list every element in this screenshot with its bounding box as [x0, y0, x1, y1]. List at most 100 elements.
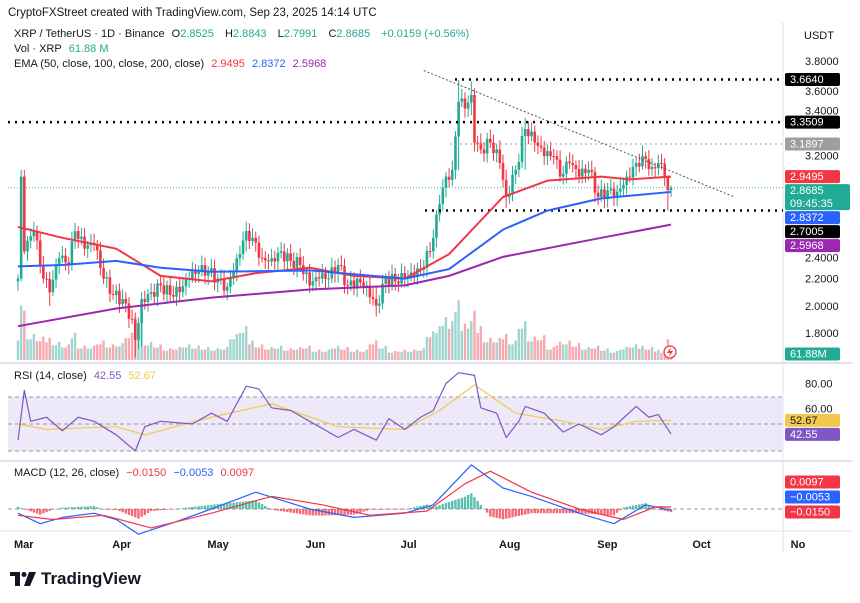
candle-body [260, 257, 264, 259]
volume-bar [203, 349, 207, 360]
price-badge-bg [785, 184, 850, 211]
candle-body [374, 299, 378, 306]
price-badge-countdown: 09:45:35 [790, 198, 833, 210]
candle-body [225, 286, 229, 291]
macd-histogram-bar [432, 507, 435, 509]
time-tick-label: Jun [306, 539, 326, 551]
volume-bar [333, 348, 337, 360]
macd-legend[interactable]: MACD (12, 26, close) −0.0150 −0.0053 0.0… [14, 467, 258, 479]
volume-bar [111, 344, 115, 360]
time-tick-label: Apr [112, 539, 132, 551]
macd-histogram-bar [51, 509, 55, 510]
candle-body [444, 176, 448, 189]
volume-badge-bg [785, 347, 840, 361]
candle-body [289, 253, 292, 261]
candle-body [244, 231, 248, 241]
volume-bar [527, 341, 530, 360]
candle-body [438, 203, 441, 215]
volume-bar [422, 348, 425, 360]
volume-bar [438, 326, 441, 360]
macd-histogram-bar [105, 509, 108, 510]
candle-body [210, 268, 213, 272]
candle-body [622, 184, 625, 189]
volume-bar [400, 351, 403, 360]
volume-bar [191, 348, 194, 360]
candle-body [292, 260, 296, 268]
candle-body [276, 252, 280, 262]
candle-body [32, 231, 36, 237]
macd-histogram-bar [149, 509, 153, 512]
volume-bar [89, 348, 93, 360]
macd-histogram-bar [191, 507, 194, 509]
volume-bar [77, 348, 80, 360]
candle-body [574, 165, 578, 170]
volume-bar [368, 344, 372, 360]
volume-label: Vol · XRP [14, 43, 62, 55]
volume-bar [317, 349, 321, 360]
candle-body [561, 173, 565, 177]
macd-histogram-bar [394, 509, 397, 510]
candle-body [130, 318, 134, 320]
candle-body [634, 163, 638, 167]
volume-bar [108, 347, 112, 360]
candle-body [384, 278, 388, 284]
volume-bar [470, 321, 473, 360]
macd-histogram-bar [19, 508, 23, 509]
macd-histogram-bar [153, 509, 156, 511]
volume-bar [485, 342, 489, 360]
volume-legend[interactable]: Vol · XRP 61.88 M [14, 43, 113, 55]
macd-histogram-bar [397, 509, 400, 510]
candle-body [124, 299, 128, 304]
candle-body [504, 179, 508, 197]
volume-bar [324, 351, 327, 360]
currency-unit[interactable]: USDT [804, 30, 834, 42]
macd-histogram-bar [264, 505, 267, 509]
candle-body [263, 258, 267, 261]
macd-histogram-bar [473, 497, 476, 509]
macd-histogram-bar [311, 509, 315, 516]
volume-bar [644, 349, 647, 360]
time-tick-label: May [207, 539, 229, 551]
macd-histogram-bar [67, 507, 70, 509]
volume-bar [558, 341, 562, 360]
candle-body [257, 242, 261, 258]
candle-body [61, 255, 64, 259]
candle-body [568, 161, 571, 163]
volume-bar [67, 344, 70, 360]
macd-histogram-bar [241, 501, 245, 509]
volume-bar [517, 328, 521, 360]
candle-body [229, 278, 232, 287]
volume-bar [536, 340, 540, 360]
candle-body [26, 240, 29, 252]
volume-bar [555, 345, 559, 360]
tradingview-logo-icon [10, 572, 36, 586]
macd-histogram-bar [283, 509, 286, 512]
price-tick-label: 1.8000 [805, 328, 839, 340]
candle-body [16, 278, 20, 282]
tradingview-logo[interactable]: TradingView [10, 569, 141, 589]
symbol-title[interactable]: XRP / TetherUS · 1D · Binance [14, 28, 165, 40]
macd-histogram-bar [124, 509, 127, 514]
ema200-value: 2.5968 [292, 58, 327, 70]
volume-bar [48, 337, 51, 360]
macd-histogram-bar [403, 509, 406, 510]
candle-body [114, 290, 118, 295]
macd-histogram-bar [609, 509, 612, 516]
macd-histogram-bar [267, 507, 270, 509]
macd-histogram-bar [251, 500, 254, 509]
volume-bar [647, 349, 651, 360]
volume-bar [267, 349, 270, 360]
volume-bar [115, 346, 118, 360]
ema-legend[interactable]: EMA (50, close, 100, close, 200, close) … [14, 58, 330, 70]
macd-histogram-bar [73, 507, 77, 509]
volume-bar [546, 349, 549, 360]
macd-histogram-bar [574, 509, 578, 514]
macd-histogram-bar [302, 509, 305, 515]
macd-histogram-bar [77, 506, 80, 509]
macd-histogram-bar [295, 509, 299, 514]
candle-body [102, 268, 105, 279]
rsi-legend[interactable]: RSI (14, close) 42.55 52.67 [14, 370, 160, 382]
volume-bar [245, 326, 248, 360]
ema-line-50 [17, 175, 672, 283]
